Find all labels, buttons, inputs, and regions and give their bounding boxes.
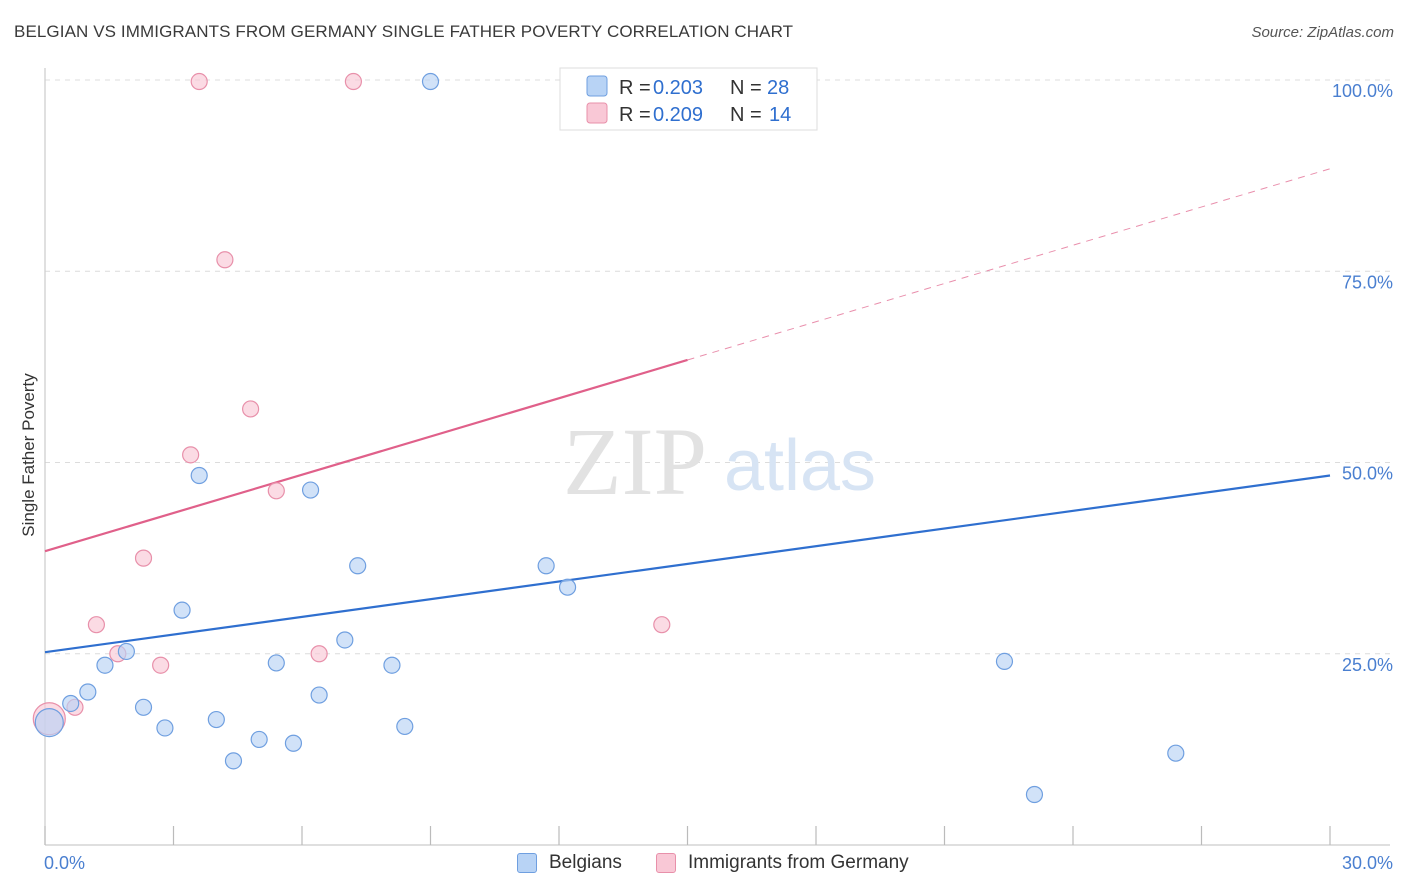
bottom-legend-swatch-belgians bbox=[517, 853, 537, 873]
y-tick-label: 50.0% bbox=[1342, 464, 1393, 484]
bottom-legend: Belgians Immigrants from Germany bbox=[0, 850, 1406, 878]
legend-swatch-germany bbox=[586, 102, 608, 124]
data-point-germany bbox=[152, 656, 170, 674]
data-point-germany bbox=[242, 400, 260, 418]
trend-lines bbox=[44, 168, 1331, 654]
legend-n-value-germany: 14 bbox=[769, 104, 791, 126]
data-point-germany bbox=[310, 645, 328, 663]
bottom-legend-swatch-germany bbox=[656, 853, 676, 873]
x-tick-label: 30.0% bbox=[1342, 853, 1393, 873]
legend-n-label-belgians: N = bbox=[730, 77, 762, 99]
trend-line-germany-extension bbox=[687, 168, 1331, 361]
data-point-belgians bbox=[207, 710, 225, 729]
data-point-belgians bbox=[396, 717, 414, 736]
data-point-belgians bbox=[267, 654, 285, 672]
data-point-belgians bbox=[1025, 785, 1044, 804]
watermark-zip: ZIP bbox=[563, 408, 707, 515]
legend-r-label-belgians: R = bbox=[619, 77, 651, 99]
data-point-belgians bbox=[537, 557, 555, 575]
x-tick-label: 0.0% bbox=[44, 853, 85, 873]
data-point-belgians bbox=[190, 466, 208, 485]
data-point-belgians bbox=[34, 707, 64, 738]
data-point-belgians bbox=[224, 752, 243, 770]
bottom-legend-label-belgians: Belgians bbox=[549, 852, 622, 873]
data-point-germany bbox=[653, 616, 671, 634]
data-point-germany bbox=[267, 482, 285, 500]
source-label: Source: ZipAtlas.com bbox=[1251, 24, 1394, 41]
data-point-belgians bbox=[96, 656, 114, 674]
data-point-germany bbox=[216, 251, 234, 269]
y-tick-label: 100.0% bbox=[1332, 81, 1393, 101]
y-tick-label: 25.0% bbox=[1342, 655, 1393, 675]
data-point-germany bbox=[134, 549, 153, 567]
tick-labels: 25.0% 50.0% 75.0% 100.0% 0.0% 30.0% bbox=[44, 81, 1393, 873]
bottom-legend-item-belgians: Belgians bbox=[517, 852, 622, 874]
data-point-belgians bbox=[156, 719, 174, 737]
watermark-atlas: atlas bbox=[724, 426, 876, 506]
y-axis-label: Single Father Poverty bbox=[19, 373, 38, 537]
data-point-belgians bbox=[62, 694, 80, 713]
data-point-belgians bbox=[250, 730, 268, 749]
axes bbox=[44, 68, 1390, 846]
data-point-germany bbox=[87, 616, 106, 634]
data-point-belgians bbox=[173, 601, 191, 619]
bottom-legend-label-germany: Immigrants from Germany bbox=[688, 852, 909, 873]
trend-line-germany bbox=[44, 358, 688, 553]
data-point-belgians bbox=[1167, 744, 1185, 762]
data-point-belgians bbox=[117, 642, 135, 661]
data-point-belgians bbox=[383, 656, 401, 674]
data-point-belgians bbox=[310, 686, 328, 704]
data-point-belgians bbox=[134, 698, 153, 716]
chart-title: BELGIAN VS IMMIGRANTS FROM GERMANY SINGL… bbox=[14, 22, 794, 41]
legend-r-value-germany: 0.209 bbox=[653, 104, 703, 126]
data-point-belgians bbox=[421, 72, 440, 91]
grid-lines bbox=[45, 79, 1390, 655]
legend-r-value-belgians: 0.203 bbox=[653, 77, 703, 99]
trend-line-belgians bbox=[44, 474, 1331, 654]
data-point-belgians bbox=[558, 578, 577, 596]
top-legend: R = 0.203 N = 28 R = 0.209 N = 14 bbox=[559, 67, 818, 131]
data-point-belgians bbox=[336, 631, 354, 649]
data-point-germany bbox=[182, 446, 200, 464]
data-point-germany bbox=[344, 72, 362, 91]
data-point-belgians bbox=[349, 557, 367, 575]
data-point-belgians bbox=[301, 481, 320, 499]
bottom-legend-item-germany: Immigrants from Germany bbox=[656, 852, 909, 874]
legend-n-label-germany: N = bbox=[730, 104, 762, 126]
legend-r-label-germany: R = bbox=[619, 104, 651, 126]
legend-swatch-belgians bbox=[586, 75, 608, 97]
data-point-germany bbox=[190, 72, 208, 91]
data-point-belgians bbox=[995, 652, 1014, 671]
data-point-belgians bbox=[284, 734, 303, 752]
legend-n-value-belgians: 28 bbox=[767, 77, 789, 99]
y-tick-label: 75.0% bbox=[1342, 272, 1393, 292]
data-point-belgians bbox=[79, 683, 97, 701]
